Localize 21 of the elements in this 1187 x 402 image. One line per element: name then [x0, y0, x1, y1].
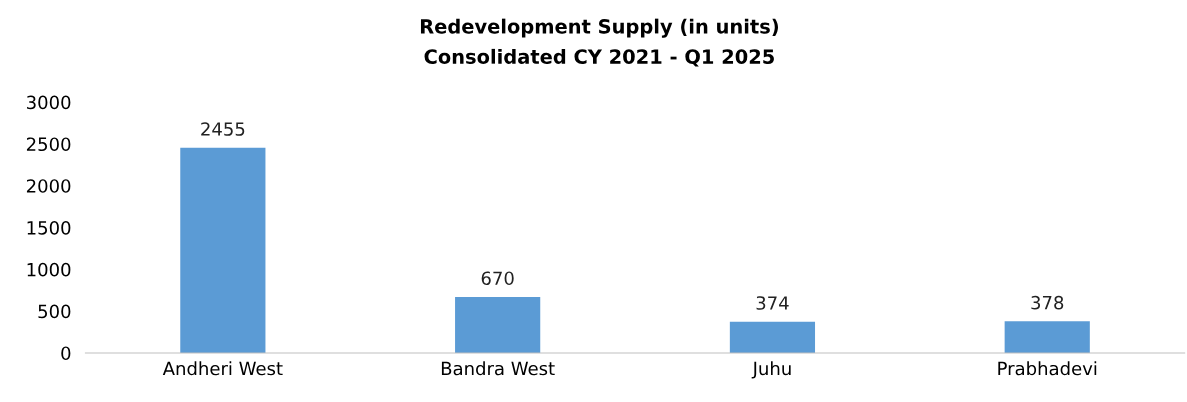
bar [729, 321, 816, 353]
y-tick-label: 2000 [26, 179, 71, 193]
y-tick-label: 2500 [26, 137, 71, 152]
y-tick-label: 1000 [27, 262, 71, 277]
data-label: 2455 [201, 122, 245, 136]
bar [1004, 321, 1090, 353]
y-tick-label: 1500 [27, 220, 71, 235]
data-label: 378 [1031, 295, 1064, 310]
x-tick-label: Andheri West [162, 361, 283, 376]
x-tick-label: Juhu [751, 361, 791, 379]
y-tick-label: 0 [61, 346, 71, 361]
bar [455, 296, 541, 353]
data-label: 374 [756, 296, 789, 310]
chart-subtitle: Consolidated CY 2021 - Q1 2025 [424, 48, 774, 67]
y-tick-label: 3000 [27, 95, 71, 110]
y-tick-label: 500 [38, 304, 71, 319]
data-label: 670 [481, 271, 514, 286]
chart-title: Redevelopment Supply (in units) [420, 18, 779, 38]
x-tick-label: Bandra West [441, 361, 555, 376]
bar [180, 147, 266, 353]
x-tick-label: Prabhadevi [998, 361, 1097, 376]
